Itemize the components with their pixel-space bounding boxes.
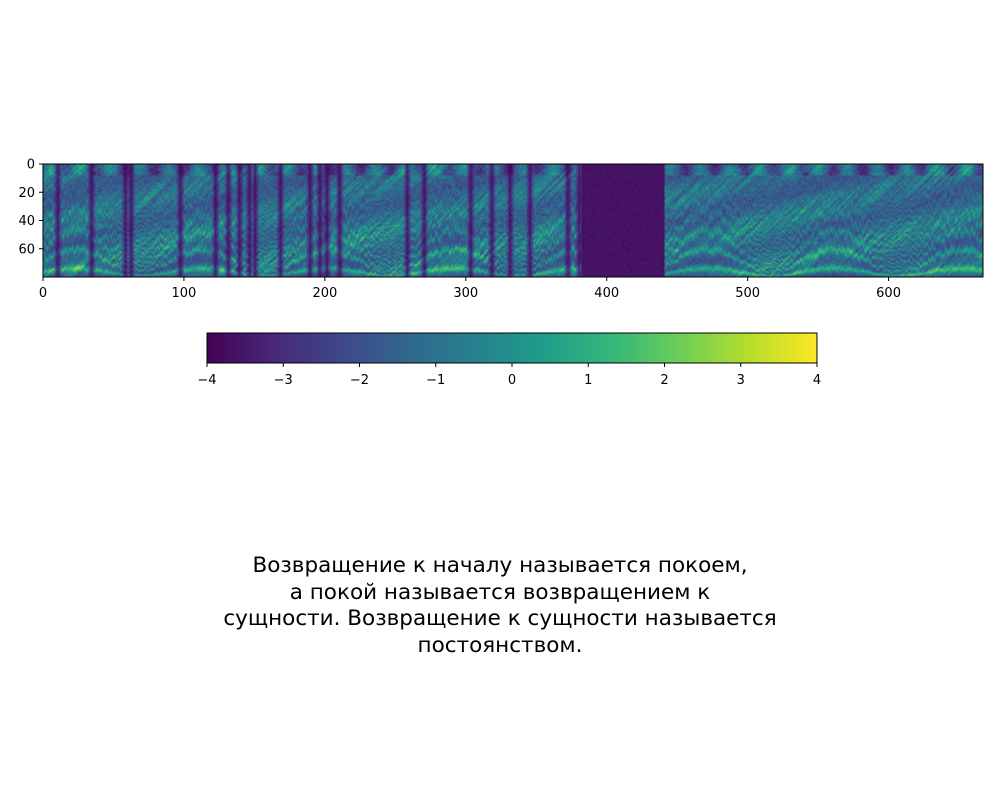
colorbar-ticks: −4 −3 −2 −1 0 1 2 3 4	[197, 363, 821, 388]
x-tick-label: 300	[453, 286, 478, 301]
colorbar-tick-label: −3	[274, 373, 293, 388]
caption-line-1: Возвращение к началу называется покоем,	[252, 553, 748, 578]
caption-line-4: постоянством.	[417, 632, 583, 658]
x-axis-ticks: 0 100 200 300 400 500 600	[39, 277, 901, 301]
colorbar-gradient	[206, 332, 818, 364]
y-tick-label: 20	[18, 186, 35, 201]
x-tick-label: 0	[39, 286, 47, 301]
colorbar-tick-label: −4	[197, 373, 216, 388]
colorbar-tick-label: 0	[508, 373, 516, 388]
y-tick-label: 40	[18, 214, 35, 229]
colorbar-tick-label: −2	[350, 373, 369, 388]
colorbar-tick-label: 2	[660, 373, 668, 388]
y-tick-label: 0	[27, 158, 35, 173]
caption-line-2: а покой называется возвращением к	[289, 579, 711, 605]
caption: Возвращение к началу называется покоем, …	[150, 553, 850, 659]
x-tick-label: 600	[876, 286, 901, 301]
caption-line-3: сущности. Возвращение к сущности называе…	[223, 606, 777, 632]
x-tick-label: 400	[594, 286, 619, 301]
y-tick-label: 60	[18, 242, 35, 257]
x-tick-label: 100	[172, 286, 197, 301]
x-tick-label: 200	[312, 286, 337, 301]
colorbar-tick-label: −1	[426, 373, 445, 388]
spectrogram-heatmap	[42, 163, 984, 278]
y-axis-ticks: 0 20 40 60	[18, 158, 43, 257]
x-tick-label: 500	[735, 286, 760, 301]
spectrogram-image	[43, 164, 983, 277]
colorbar-tick-label: 4	[813, 373, 821, 388]
colorbar-tick-label: 3	[737, 373, 745, 388]
colorbar	[206, 332, 818, 364]
colorbar-tick-label: 1	[584, 373, 592, 388]
